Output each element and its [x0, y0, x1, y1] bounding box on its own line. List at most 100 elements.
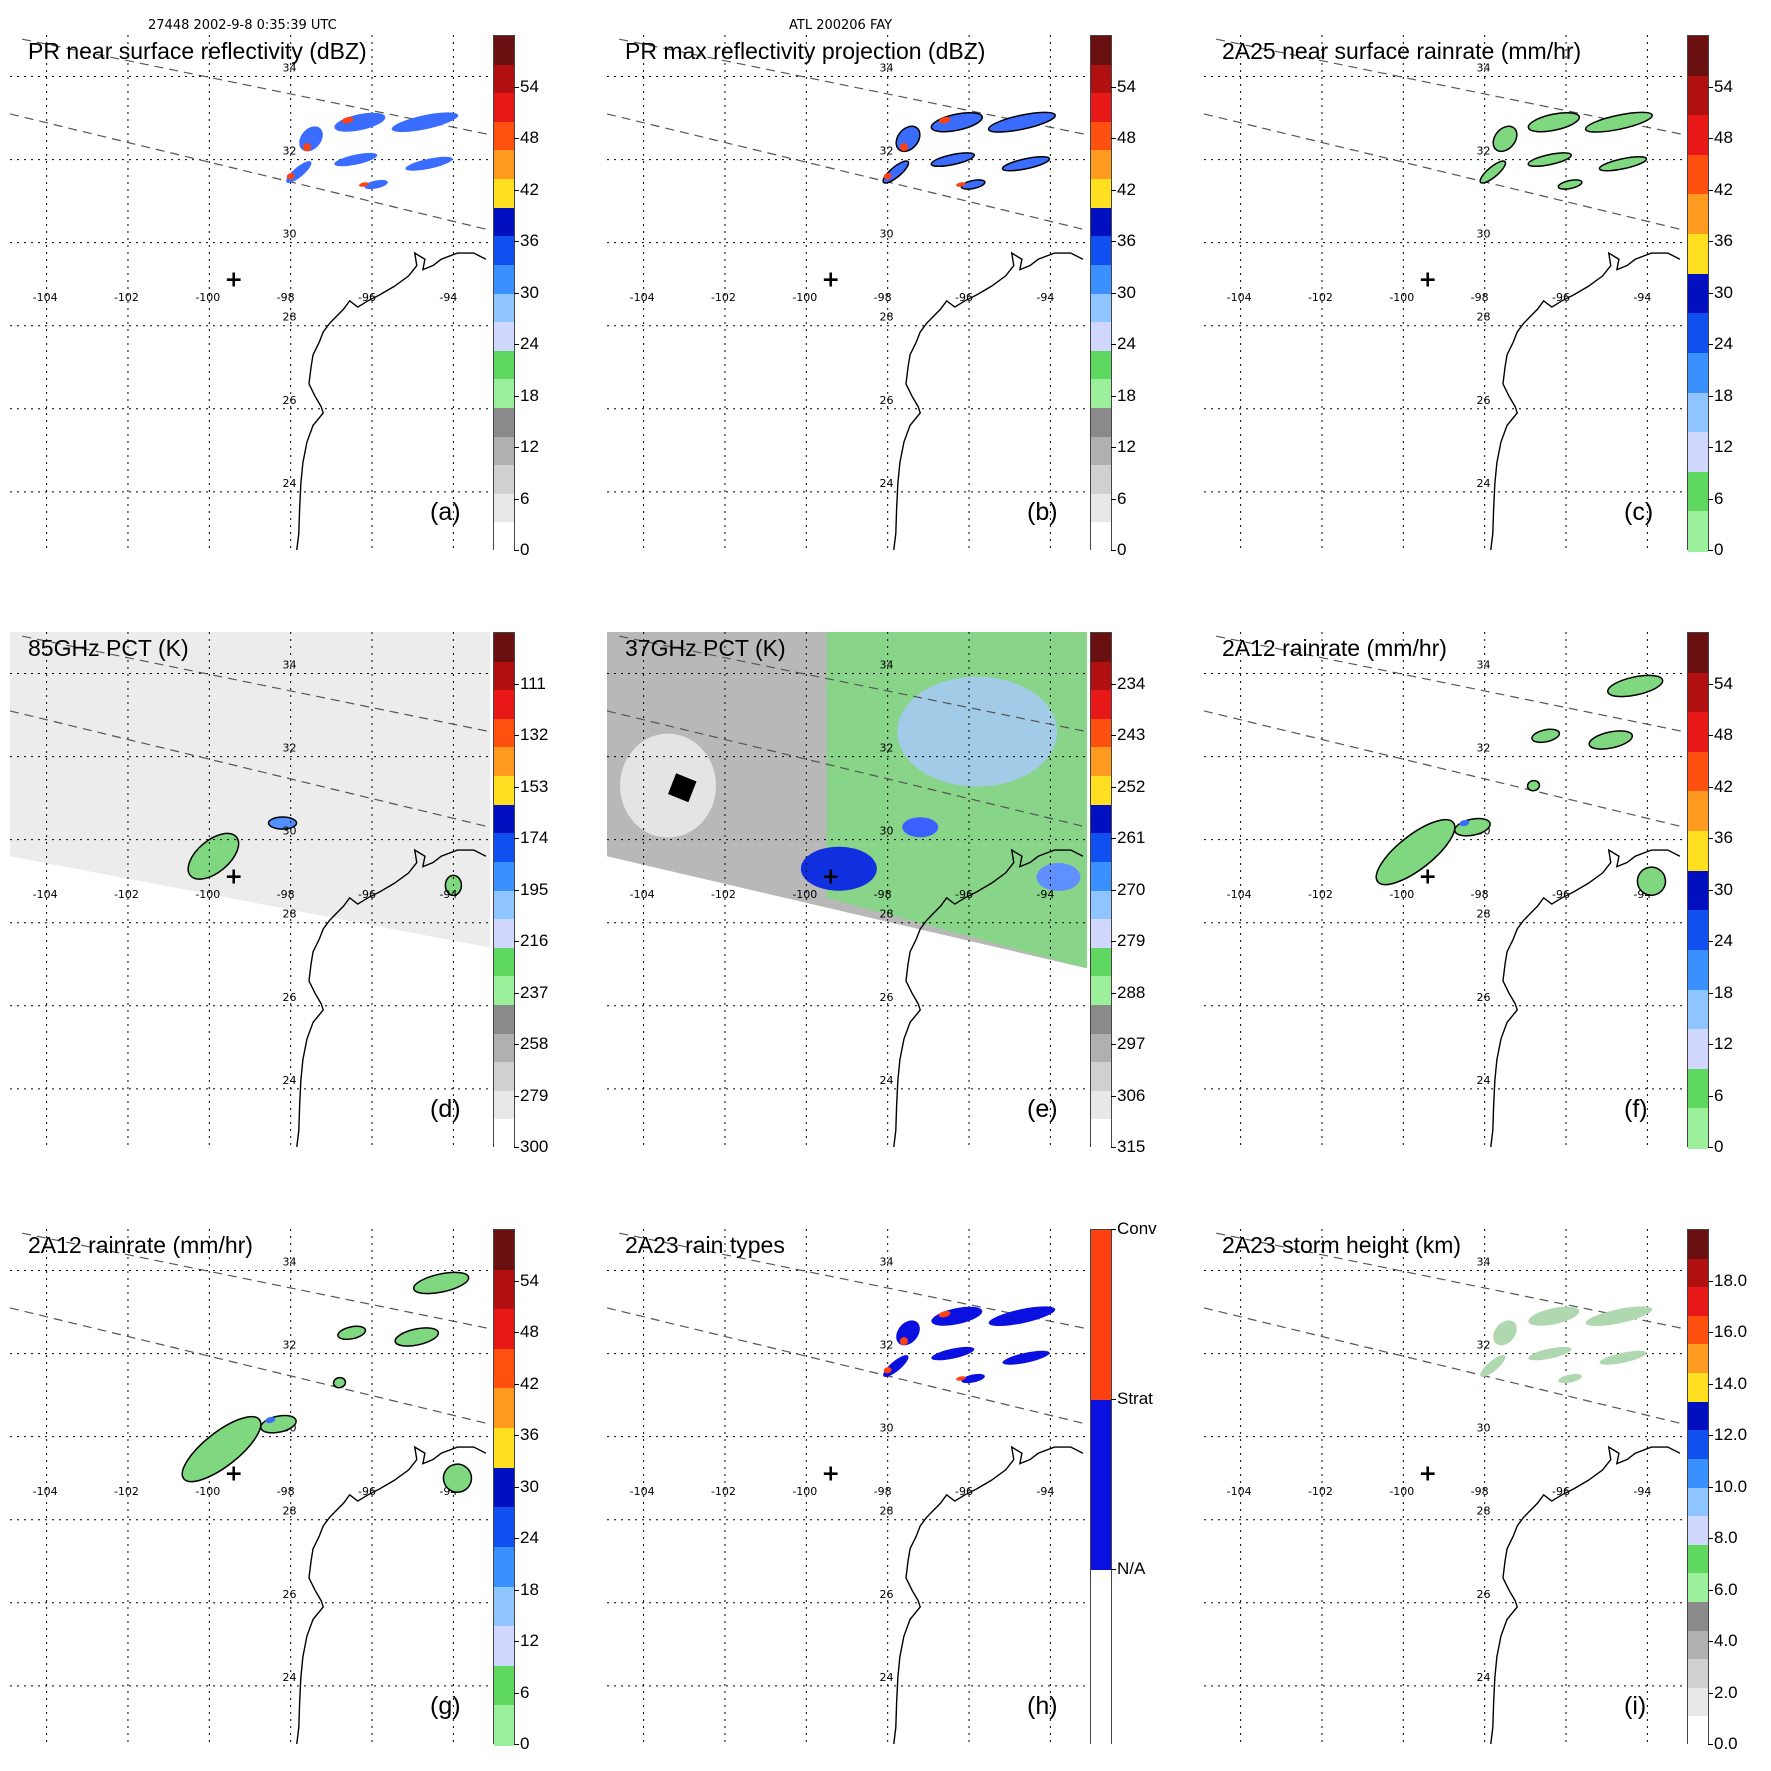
- colorbar-segment: [1091, 493, 1111, 524]
- colorbar: [1687, 1229, 1709, 1746]
- colorbar-segment: [1688, 1659, 1708, 1689]
- colorbar-segment: [1091, 1230, 1111, 1400]
- colorbar-tick: [1111, 786, 1116, 788]
- echo-cell: [883, 173, 892, 180]
- colorbar-tick-label: 54: [1117, 76, 1136, 96]
- longitude-label: -98: [874, 291, 892, 304]
- colorbar-tick-label: 234: [1117, 673, 1146, 693]
- longitude-label: -96: [1552, 1485, 1570, 1498]
- echo-cell: [955, 1376, 966, 1381]
- colorbar-tick: [1708, 1044, 1713, 1045]
- colorbar-segment: [494, 64, 514, 95]
- site-header: ATL 200206 FAY: [789, 18, 893, 33]
- echo-cell: [1528, 1346, 1572, 1361]
- longitude-label: -98: [1471, 291, 1489, 304]
- colorbar-segment: [1688, 1230, 1708, 1260]
- echo-cell: [1557, 179, 1583, 190]
- coastline: [1490, 1445, 1681, 1744]
- colorbar-segment: [494, 1309, 514, 1350]
- colorbar-segment: [1688, 115, 1708, 156]
- colorbar-tick: [514, 1147, 519, 1148]
- colorbar-tick-label: 0.0: [1714, 1734, 1738, 1753]
- colorbar-segment: [494, 522, 514, 552]
- colorbar-segment: [1688, 313, 1708, 354]
- panel-letter: (g): [430, 1692, 461, 1720]
- radar-site-marker: +: [1419, 1461, 1437, 1486]
- colorbar-tick-label: 6: [1714, 1085, 1724, 1105]
- colorbar-segment: [494, 36, 514, 66]
- colorbar-segment: [1091, 804, 1111, 835]
- swath-edge: [1204, 113, 1684, 231]
- echo-cell: [364, 179, 388, 190]
- colorbar-tick: [1708, 1280, 1713, 1282]
- colorbar-segment: [1688, 1401, 1708, 1432]
- latitude-label: 24: [283, 1074, 297, 1087]
- latitude-label: 28: [1477, 311, 1491, 324]
- panel-letter: (e): [1027, 1095, 1058, 1123]
- colorbar-segment: [1688, 633, 1708, 674]
- colorbar-segment: [494, 1705, 514, 1746]
- colorbar-segment: [494, 1119, 514, 1149]
- latitude-label: 34: [880, 1256, 894, 1269]
- longitude-label: -94: [439, 291, 457, 304]
- colorbar-segment: [494, 919, 514, 949]
- colorbar-tick-label: 237: [520, 982, 549, 1002]
- colorbar-tick: [1708, 1692, 1713, 1694]
- colorbar-segment: [1688, 511, 1708, 552]
- colorbar-tick-label: 42: [520, 179, 539, 199]
- colorbar-tick: [514, 992, 519, 994]
- latitude-label: 24: [1477, 1671, 1491, 1684]
- longitude-label: -104: [33, 888, 58, 901]
- colorbar-tick: [1708, 344, 1713, 345]
- colorbar-tick-label: 4.0: [1714, 1631, 1738, 1650]
- colorbar-tick: [514, 241, 519, 242]
- colorbar-tick-label: 48: [1714, 725, 1733, 744]
- echo-cell: [1375, 818, 1456, 886]
- longitude-label: -100: [792, 291, 817, 304]
- colorbar-tick: [514, 1095, 519, 1097]
- colorbar-tick: [1111, 1147, 1116, 1148]
- colorbar-tick-label: Conv: [1117, 1219, 1157, 1238]
- colorbar-segment: [494, 207, 514, 238]
- longitude-label: -104: [1227, 888, 1252, 901]
- colorbar-tick-label: 0: [1714, 540, 1724, 559]
- colorbar-segment: [1091, 919, 1111, 949]
- longitude-label: -96: [358, 888, 376, 901]
- colorbar-tick-label: 174: [520, 828, 549, 847]
- latitude-label: 32: [880, 1339, 894, 1352]
- panel-a: 34 32 30 28 26 24 -104 -102 -100 -98 -96 -94 + PR nea…: [0, 0, 540, 560]
- echo-cell: [391, 112, 459, 133]
- coastline: [296, 251, 487, 550]
- colorbar: [1090, 35, 1112, 552]
- colorbar-tick: [1111, 241, 1116, 242]
- longitude-label: -102: [1308, 888, 1333, 901]
- pct-cold-cell: [902, 817, 939, 838]
- colorbar-tick: [1708, 735, 1713, 736]
- colorbar-segment: [1688, 1108, 1708, 1149]
- latitude-label: 26: [880, 394, 894, 407]
- colorbar-tick: [1708, 1538, 1713, 1539]
- colorbar-tick-label: 6: [520, 1682, 530, 1702]
- latitude-label: 30: [880, 825, 894, 838]
- colorbar-tick: [1708, 1641, 1713, 1642]
- panel-title: 2A12 rainrate (mm/hr): [1222, 635, 1447, 661]
- echo-cell: [960, 179, 986, 190]
- longitude-label: -100: [195, 888, 220, 901]
- longitude-label: -96: [955, 291, 973, 304]
- longitude-label: -104: [630, 1485, 655, 1498]
- colorbar-tick: [1708, 189, 1713, 191]
- echo-cell: [1002, 1350, 1050, 1365]
- echo-cell: [931, 1346, 975, 1361]
- colorbar: [1090, 1229, 1112, 1745]
- longitude-label: -100: [792, 888, 817, 901]
- colorbar-segment: [494, 747, 514, 778]
- colorbar-segment: [1688, 751, 1708, 793]
- colorbar-tick: [1111, 889, 1116, 891]
- colorbar-segment: [1688, 910, 1708, 951]
- colorbar-tick: [1111, 735, 1116, 736]
- echo-cell: [882, 160, 910, 184]
- panel-h: 34 32 30 28 26 24 -104 -102 -100 -98 -96 -94 +2A23 r…: [597, 1194, 1157, 1754]
- colorbar-tick-label: 12: [520, 1631, 539, 1650]
- colorbar-tick-label: 30: [1714, 282, 1733, 302]
